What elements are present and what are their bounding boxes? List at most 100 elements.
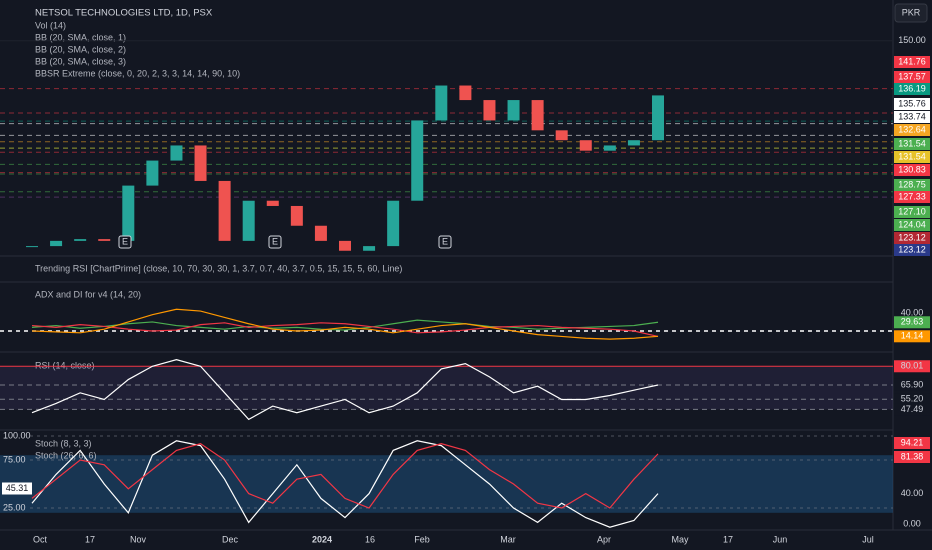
price-badge (894, 179, 930, 191)
earnings-label: E (272, 236, 278, 246)
legend-entry: BB (20, SMA, close, 2) (35, 44, 126, 54)
price-badge-label: 127.33 (898, 191, 926, 201)
price-badge-label: 123.12 (898, 244, 926, 254)
candle (435, 85, 448, 121)
candle (74, 239, 87, 241)
y-tick-label: 40.00 (901, 488, 924, 498)
price-badge (894, 330, 930, 343)
price-badge-label: 124.04 (898, 219, 926, 229)
price-badge (894, 393, 930, 406)
candle (26, 246, 38, 248)
candle (194, 145, 207, 181)
candle (603, 145, 616, 151)
price-badge (894, 111, 930, 123)
time-label: Apr (597, 534, 611, 544)
candle (507, 100, 520, 121)
y-tick-label: 40.00 (901, 307, 924, 317)
price-badge-label: 137.57 (898, 71, 926, 81)
price-badge (894, 138, 930, 150)
price-badge-label: 127.10 (898, 206, 926, 216)
legend-entry: BBSR Extreme (close, 0, 20, 2, 3, 3, 14,… (35, 68, 240, 78)
price-badge-label: 47.49 (901, 404, 924, 414)
price-badge (894, 71, 930, 83)
price-badge-label: 123.12 (898, 232, 926, 242)
price-badge (894, 360, 930, 373)
candle (266, 200, 279, 206)
cursor-label: 45.31 (6, 483, 29, 493)
candle (531, 100, 544, 131)
price-badge-label: 135.76 (898, 98, 926, 108)
candle (122, 185, 135, 241)
candle (483, 100, 496, 121)
price-badge (894, 451, 930, 463)
candle (146, 160, 159, 186)
legend-entry: Stoch (26, 6, 6) (35, 450, 97, 460)
candle (411, 120, 424, 201)
earnings-marker (118, 235, 132, 249)
time-label: Jul (862, 534, 874, 544)
price-badge (894, 56, 930, 68)
candle (242, 200, 255, 241)
candle (387, 200, 400, 247)
time-label: May (671, 534, 689, 544)
price-badge (894, 244, 930, 256)
price-badge-label: 29.63 (901, 317, 924, 327)
legend-entry: Vol (14) (35, 20, 66, 30)
candle (339, 240, 351, 251)
candle (50, 240, 63, 247)
pane-label: RSI (14, close) (35, 360, 95, 370)
legend-entry: BB (20, SMA, close, 3) (35, 56, 126, 66)
y-tick-label: 150.00 (898, 35, 926, 45)
candle (579, 140, 592, 151)
price-badge-label: 131.54 (898, 138, 926, 148)
currency[interactable]: PKR (902, 7, 921, 17)
price-badge-label: 81.38 (901, 451, 924, 461)
adx-line (31, 322, 659, 338)
earnings-marker (268, 235, 282, 249)
price-badge-label: 133.74 (898, 111, 926, 121)
adx-line (31, 308, 659, 340)
time-label: Oct (33, 534, 48, 544)
price-badge-label: 55.20 (901, 394, 924, 404)
candle (363, 246, 376, 251)
price-badge (894, 206, 930, 218)
price-badge-label: 14.14 (901, 331, 924, 341)
time-label: Feb (414, 534, 430, 544)
time-label: 17 (85, 534, 95, 544)
candle (170, 145, 183, 161)
price-badge-label: 130.83 (898, 164, 926, 174)
price-badge (894, 378, 930, 391)
currency-button[interactable] (894, 3, 928, 23)
price-badge-label: 128.75 (898, 179, 926, 189)
candle (652, 95, 664, 141)
price-badge (894, 437, 930, 449)
price-badge (894, 83, 930, 95)
price-badge-label: 132.64 (898, 124, 926, 134)
candle (555, 130, 568, 141)
legend-entry: BB (20, SMA, close, 1) (35, 32, 126, 42)
rsi-line (31, 359, 659, 421)
price-badge-label: 141.76 (898, 56, 926, 66)
price-badge (894, 219, 930, 231)
candle (627, 140, 640, 146)
pane-label: ADX and DI for v4 (14, 20) (35, 289, 141, 299)
price-badge-label: 131.54 (898, 151, 926, 161)
price-badge (894, 151, 930, 163)
candle (314, 225, 327, 241)
y-tick-label: 100.00 (3, 430, 31, 440)
price-badge (894, 403, 930, 416)
rsi-band (0, 366, 893, 410)
legend-entry: Stoch (8, 3, 3) (35, 438, 92, 448)
price-badge-label: 136.19 (898, 83, 926, 93)
stoch-line (31, 443, 659, 509)
y-tick-label: 0.00 (903, 518, 921, 528)
price-badge (894, 191, 930, 203)
time-label: Dec (222, 534, 239, 544)
price-badge (894, 316, 930, 329)
price-badge (894, 98, 930, 110)
time-label: Jun (773, 534, 788, 544)
y-tick-label: 25.00 (3, 502, 26, 512)
earnings-label: E (442, 236, 448, 246)
time-label: 16 (365, 534, 375, 544)
